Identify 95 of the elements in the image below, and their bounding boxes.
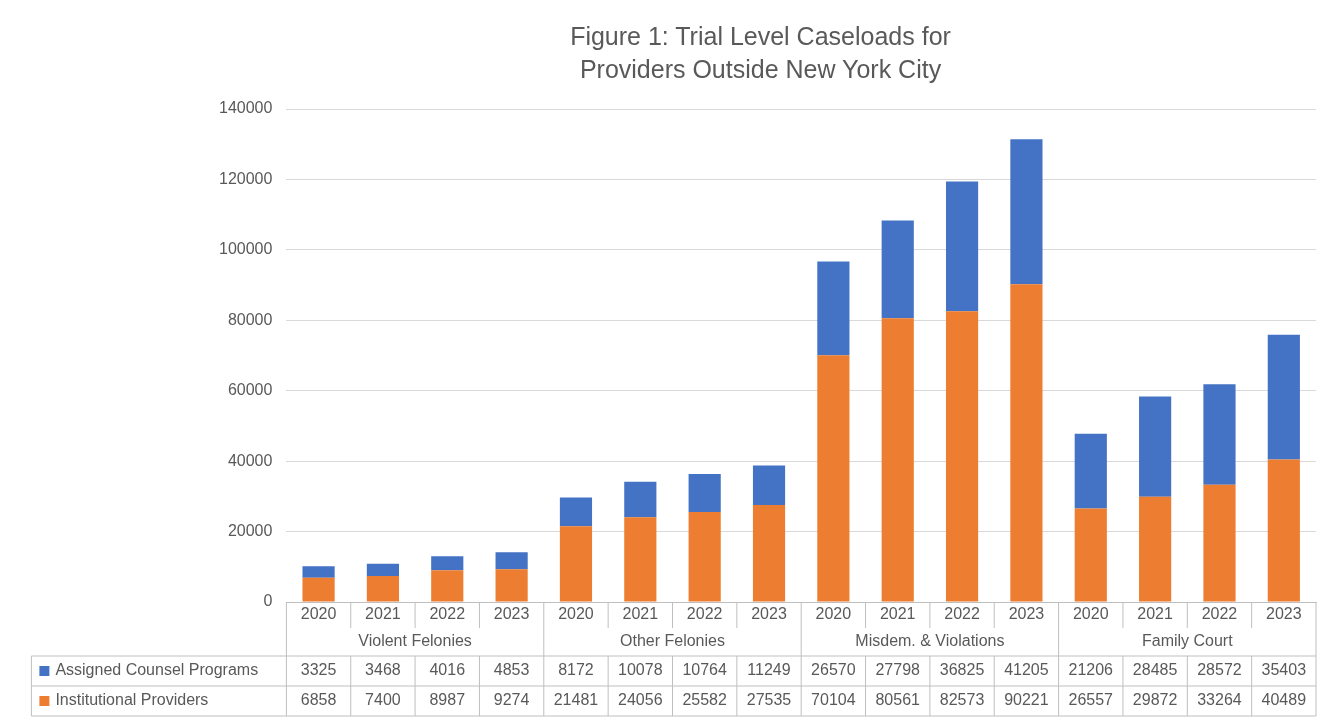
legend-label: Assigned Counsel Programs: [55, 661, 259, 679]
bar: [431, 556, 464, 571]
bar: [1074, 433, 1107, 509]
bar: [1267, 334, 1300, 460]
x-tick-label: 2022: [686, 605, 723, 623]
bar: [1010, 139, 1043, 285]
data-label: 40489: [1261, 691, 1307, 709]
x-tick-label: 2022: [944, 605, 980, 623]
bar: [881, 220, 914, 319]
data-label: 70104: [811, 691, 856, 709]
data-label: 90221: [1004, 691, 1049, 709]
bar: [624, 481, 657, 518]
data-label: 4853: [493, 661, 530, 679]
bar: [495, 569, 528, 602]
data-label: 36825: [939, 661, 985, 679]
x-tick-label: 2022: [1201, 605, 1238, 623]
bar: [1203, 484, 1236, 602]
data-label: 25582: [682, 691, 728, 709]
bar: [817, 355, 850, 602]
data-label: 6858: [300, 691, 337, 709]
data-label: 11249: [747, 661, 791, 679]
x-tick-label: 2020: [815, 605, 852, 623]
data-label: 21481: [553, 691, 599, 709]
data-label: 7400: [365, 691, 401, 709]
y-tick-label: 100000: [219, 240, 273, 258]
data-label: 28485: [1132, 661, 1178, 679]
x-tick-label: 2021: [1137, 605, 1174, 623]
x-tick-label: 2023: [493, 605, 530, 623]
y-tick-label: 60000: [227, 381, 273, 399]
y-tick-label: 20000: [227, 521, 273, 539]
bar: [366, 575, 399, 602]
bar: [945, 311, 979, 602]
data-label: 3468: [365, 661, 401, 679]
data-label: 21206: [1068, 661, 1114, 679]
text: Family Court: [1141, 632, 1234, 650]
bar: [752, 505, 786, 602]
data-label: 33264: [1197, 691, 1242, 709]
bar: [688, 474, 721, 512]
bar: [817, 261, 850, 356]
bar: [559, 526, 593, 602]
bar: [1074, 508, 1107, 602]
x-tick-label: 2023: [1266, 605, 1302, 623]
bar: [945, 181, 979, 312]
bar: [302, 577, 335, 602]
bar: [1010, 284, 1043, 602]
data-label: 41205: [1004, 661, 1049, 679]
data-label: 10764: [682, 661, 728, 679]
data-label: 9274: [493, 691, 530, 709]
x-tick-label: 2020: [300, 605, 337, 623]
bar: [302, 566, 335, 578]
y-tick-label: 140000: [219, 99, 273, 117]
y-tick-label: 120000: [219, 169, 273, 187]
data-label: 10078: [618, 661, 663, 679]
bar: [1267, 459, 1300, 602]
bar: [559, 497, 593, 527]
data-label: 8987: [429, 691, 466, 709]
y-tick-label: 40000: [227, 451, 273, 469]
data-label: 24056: [618, 691, 663, 709]
data-label: 35403: [1261, 661, 1307, 679]
y-tick-label: 0: [263, 592, 273, 610]
data-label: 29872: [1132, 691, 1178, 709]
data-label: 80561: [875, 691, 921, 709]
data-label: 28572: [1197, 661, 1242, 679]
data-label: 4016: [429, 661, 466, 679]
data-label: 8172: [558, 661, 594, 679]
x-tick-label: 2020: [1072, 605, 1109, 623]
bar: [431, 570, 464, 602]
data-label: 82573: [939, 691, 985, 709]
bar: [1139, 496, 1172, 602]
x-tick-label: 2021: [365, 605, 401, 623]
y-tick-label: 80000: [227, 310, 273, 328]
x-tick-label: 2021: [879, 605, 916, 623]
text: Misdem. & Violations: [855, 632, 1005, 650]
bar: [688, 511, 721, 602]
chart-title: Figure 1: Trial Level Caseloads for Providers Outside New York City: [570, 22, 951, 83]
x-tick-label: 2021: [622, 605, 659, 623]
data-label: 27798: [875, 661, 921, 679]
x-tick-label: 2023: [1008, 605, 1045, 623]
x-tick-label: 2020: [558, 605, 594, 623]
data-label: 27535: [746, 691, 792, 709]
data-label: 26557: [1068, 691, 1114, 709]
bar: [1203, 384, 1236, 485]
legend-label: Institutional Providers: [55, 691, 209, 709]
bar: [366, 563, 399, 576]
bar: [752, 465, 786, 506]
x-tick-label: 2022: [429, 605, 466, 623]
bar: [624, 517, 657, 602]
text: Other Felonies: [620, 632, 725, 650]
bar: [495, 552, 528, 570]
data-label: 26570: [811, 661, 856, 679]
x-tick-label: 2023: [751, 605, 787, 623]
bar: [1139, 396, 1172, 497]
text: Violent Felonies: [358, 632, 472, 650]
data-label: 3325: [300, 661, 337, 679]
bar: [881, 318, 914, 602]
